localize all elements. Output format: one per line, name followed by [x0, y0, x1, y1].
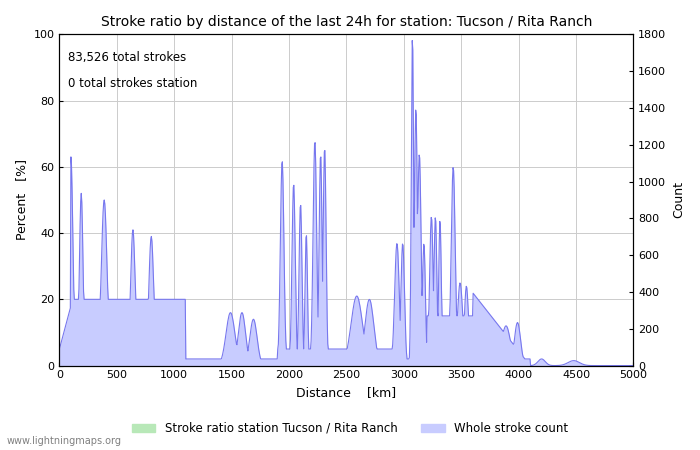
- X-axis label: Distance    [km]: Distance [km]: [296, 386, 396, 399]
- Text: 0 total strokes station: 0 total strokes station: [68, 77, 197, 90]
- Title: Stroke ratio by distance of the last 24h for station: Tucson / Rita Ranch: Stroke ratio by distance of the last 24h…: [101, 15, 592, 29]
- Text: 83,526 total strokes: 83,526 total strokes: [68, 51, 186, 64]
- Y-axis label: Percent   [%]: Percent [%]: [15, 159, 28, 240]
- Text: www.lightningmaps.org: www.lightningmaps.org: [7, 436, 122, 446]
- Y-axis label: Count: Count: [672, 181, 685, 218]
- Legend: Stroke ratio station Tucson / Rita Ranch, Whole stroke count: Stroke ratio station Tucson / Rita Ranch…: [127, 417, 573, 440]
